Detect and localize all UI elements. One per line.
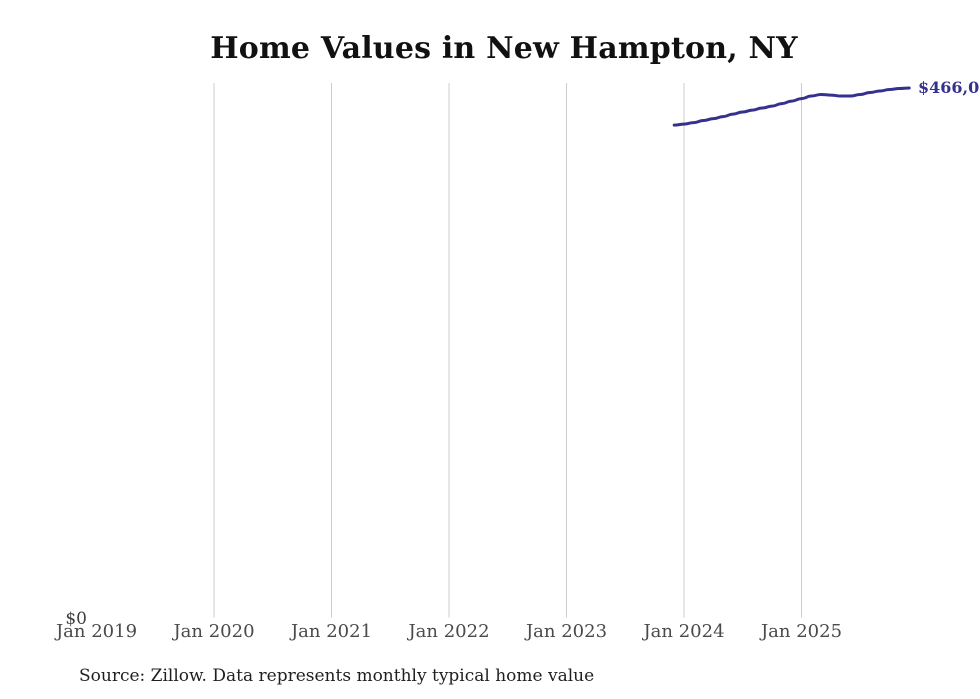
x-tick-label-jan-2025: Jan 2025 [760, 621, 843, 642]
vertical-gridlines [213, 83, 802, 618]
x-tick-label-jan-2022: Jan 2022 [408, 621, 490, 642]
home-value-line-series [672, 86, 911, 127]
y-axis-zero-label: $0 [65, 609, 87, 629]
x-tick-label-jan-2023: Jan 2023 [525, 621, 608, 642]
x-tick-label-jan-2020: Jan 2020 [173, 621, 255, 642]
x-tick-label-jan-2021: Jan 2021 [290, 621, 373, 642]
x-tick-label-jan-2019: Jan 2019 [55, 621, 138, 642]
line-end-value-label: $466,033 [918, 78, 980, 97]
source-attribution: Source: Zillow. Data represents monthly … [79, 666, 595, 686]
chart-title: Home Values in New Hampton, NY [210, 31, 798, 66]
x-tick-label-jan-2024: Jan 2024 [643, 621, 725, 642]
